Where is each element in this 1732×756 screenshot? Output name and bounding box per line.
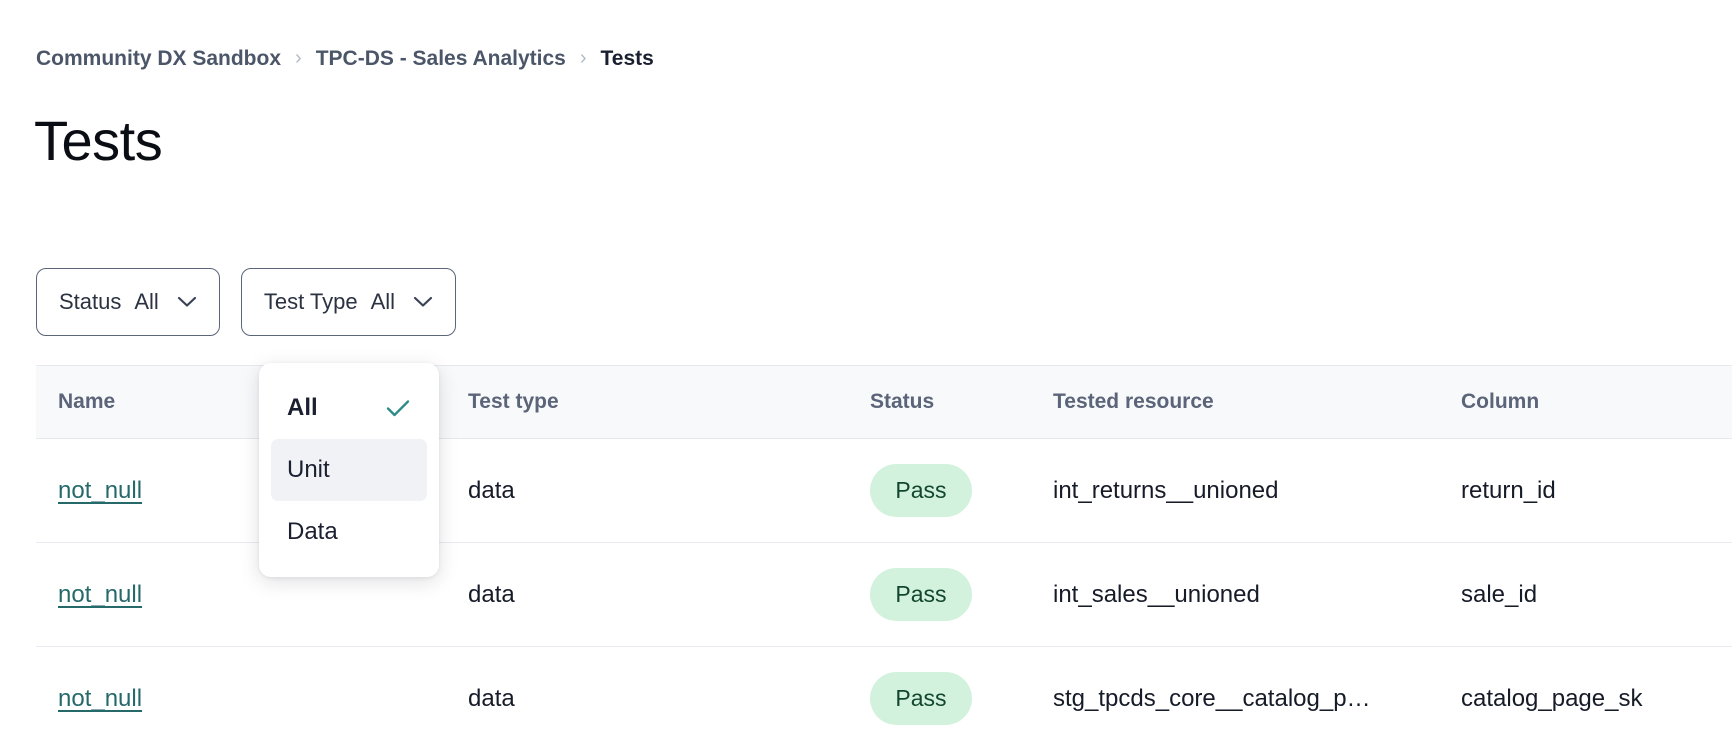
page-title: Tests <box>34 109 163 172</box>
filter-test-type-value: All <box>370 289 396 314</box>
dropdown-option-unit[interactable]: Unit <box>271 439 427 501</box>
filter-status-dropdown-button[interactable]: Status All <box>36 268 220 336</box>
test-type-dropdown-menu: All Unit Data <box>259 363 439 577</box>
filter-test-type-dropdown-button[interactable]: Test Type All <box>240 268 457 336</box>
cell-test-type: data <box>468 684 515 712</box>
cell-test-type: data <box>446 438 848 543</box>
breadcrumb-separator-icon: › <box>579 46 587 69</box>
filter-status-label: Status <box>59 289 122 314</box>
breadcrumb-item-community-dx-sandbox[interactable]: Community DX Sandbox <box>36 47 282 70</box>
dropdown-option-label: Data <box>287 518 338 545</box>
table-row: not_null data Pass int_sales__unioned sa… <box>36 542 1732 647</box>
breadcrumb-item-tests: Tests <box>600 47 654 70</box>
cell-column: sale_id <box>1439 542 1732 647</box>
column-header-test-type[interactable]: Test type <box>446 365 848 439</box>
test-name-link[interactable]: not_null <box>58 476 143 504</box>
cell-name: not_null <box>36 647 446 751</box>
cell-column: catalog_page_sk <box>1461 684 1643 712</box>
breadcrumb: Community DX Sandbox › TPC-DS - Sales An… <box>36 46 654 70</box>
cell-status: Pass <box>848 647 1031 751</box>
filter-bar: Status All Test Type All <box>36 268 457 336</box>
tests-table: Name Test type Status Tested resource Co… <box>36 365 1732 751</box>
table-header-row: Name Test type Status Tested resource Co… <box>36 365 1732 439</box>
dropdown-option-label: Unit <box>287 456 330 483</box>
breadcrumb-separator-icon: › <box>295 46 302 69</box>
column-header-status[interactable]: Status <box>848 365 1031 439</box>
test-name-link[interactable]: not_null <box>58 580 143 608</box>
cell-tested-resource: int_sales__unioned <box>1031 542 1439 647</box>
cell-column: return_id <box>1439 438 1732 543</box>
chevron-down-icon <box>177 296 197 308</box>
check-icon <box>385 398 411 418</box>
cell-test-type: data <box>446 542 848 647</box>
status-badge: Pass <box>870 672 972 726</box>
chevron-down-icon <box>413 296 433 308</box>
cell-status: Pass <box>848 542 1031 647</box>
cell-status: Pass <box>848 438 1031 543</box>
status-badge: Pass <box>870 464 972 517</box>
dropdown-option-data[interactable]: Data <box>271 501 427 563</box>
cell-tested-resource: int_returns__unioned <box>1031 438 1439 543</box>
test-name-link[interactable]: not_null <box>58 684 143 712</box>
status-badge: Pass <box>870 568 972 621</box>
cell-tested-resource: stg_tpcds_core__catalog_p… <box>1053 684 1371 712</box>
filter-status-value: All <box>134 289 159 314</box>
table-row: not_null data Pass stg_tpcds_core__catal… <box>36 647 1732 751</box>
dropdown-option-all[interactable]: All <box>271 377 427 439</box>
breadcrumb-item-tpc-ds-sales-analytics[interactable]: TPC-DS - Sales Analytics <box>315 47 566 70</box>
column-header-column[interactable]: Column <box>1439 365 1732 439</box>
column-header-tested-resource[interactable]: Tested resource <box>1031 365 1439 439</box>
filter-test-type-label: Test Type <box>263 289 358 314</box>
dropdown-option-label: All <box>287 394 318 421</box>
tests-table-header: Name Test type Status Tested resource Co… <box>36 365 1732 439</box>
